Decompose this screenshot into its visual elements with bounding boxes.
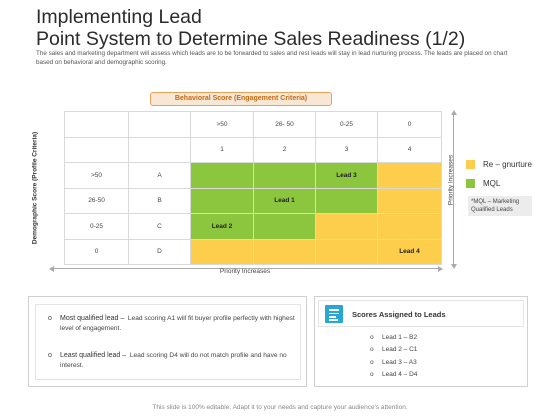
y-axis-arrow-up-icon <box>450 110 457 115</box>
matrix-header-row: >50 26- 50 0-25 0 <box>64 111 442 138</box>
x-axis-arrow-right-icon <box>438 265 443 272</box>
legend-item-regnurture: Re – gnurture <box>466 157 556 171</box>
footer-note: This slide is 100% editable. Adapt it to… <box>152 404 408 411</box>
bullet-circle-icon: o <box>370 333 374 341</box>
y-axis-label: Demographic Score (Profile Criteria) <box>31 131 39 244</box>
bullet-circle-icon: o <box>370 358 374 366</box>
note-label: Most qualified lead – <box>60 315 125 322</box>
matrix-row: 26-50 B Lead 1 <box>64 187 442 214</box>
matrix-lead-cell: Lead 1 <box>253 187 316 214</box>
matrix-corner-cell <box>128 136 191 163</box>
document-icon <box>325 305 343 323</box>
title-line-2: Point System to Determine Sales Readines… <box>36 28 466 50</box>
score-item: o Lead 4 – D4 <box>370 369 490 381</box>
page-subtitle: The sales and marketing department will … <box>36 50 508 66</box>
matrix-cell <box>315 187 378 214</box>
notes-panel: o Most qualified lead – Lead scoring A1 … <box>28 296 307 387</box>
note-label: Least qualified lead – <box>60 352 127 359</box>
matrix-cell <box>377 187 442 214</box>
note-text: Lead scoring D4 will do not match profil… <box>60 352 287 369</box>
note-text: Lead scoring A1 will fit buyer profile p… <box>60 315 295 332</box>
matrix-row: >50 A Lead 3 <box>64 162 442 189</box>
matrix-row-letter: C <box>128 213 191 240</box>
matrix-lead-cell: Lead 2 <box>190 213 254 240</box>
matrix-cell <box>377 162 442 189</box>
note-item: o Least qualified lead – Lead scoring D4… <box>48 351 298 371</box>
matrix-row-letter: A <box>128 162 191 189</box>
scores-panel-header: Scores Assigned to Leads <box>318 300 524 327</box>
matrix-cell <box>190 162 254 189</box>
matrix-corner-cell <box>128 111 191 138</box>
matrix-col-header: 0 <box>377 111 442 138</box>
score-item-label: Lead 3 – A3 <box>382 358 417 366</box>
bullet-circle-icon: o <box>48 352 52 359</box>
matrix-cell <box>190 187 254 214</box>
score-item: o Lead 1 – B2 <box>370 331 490 343</box>
score-item-label: Lead 2 – C1 <box>382 346 418 353</box>
legend: Re – gnurture MQL <box>466 157 556 195</box>
legend-label: Re – gnurture <box>483 159 532 169</box>
matrix-cell <box>253 162 316 189</box>
page-title: Implementing Lead Point System to Determ… <box>36 6 516 50</box>
legend-swatch-yellow <box>466 159 475 169</box>
legend-item-mql: MQL <box>466 176 556 190</box>
matrix-col-header: 4 <box>377 136 442 163</box>
y2-axis-label-container: Priority Increases <box>444 150 458 210</box>
x-axis-label: Priority Increases <box>219 268 271 275</box>
score-item-label: Lead 4 – D4 <box>382 371 418 378</box>
matrix-row-range: 0 <box>64 238 129 265</box>
legend-label: MQL <box>483 178 501 188</box>
matrix-row-range: >50 <box>64 162 129 189</box>
bullet-circle-icon: o <box>48 315 52 322</box>
score-item: o Lead 3 – A3 <box>370 356 490 368</box>
y2-axis-label: Priority Increases <box>447 154 455 206</box>
matrix-cell <box>190 238 254 265</box>
matrix-col-header: 26- 50 <box>253 111 316 138</box>
matrix-corner-cell <box>64 136 129 163</box>
x-axis-arrow-left-icon <box>49 265 54 272</box>
matrix-row-range: 26-50 <box>64 187 129 214</box>
bullet-circle-icon: o <box>370 371 374 378</box>
matrix-cell <box>253 213 316 240</box>
matrix-row: 0-25 C Lead 2 <box>64 213 442 240</box>
note-item: o Most qualified lead – Lead scoring A1 … <box>48 314 298 334</box>
matrix-corner-cell <box>64 111 129 138</box>
x-axis-line <box>52 268 440 269</box>
matrix-col-header: >50 <box>190 111 254 138</box>
lead-score-matrix: >50 26- 50 0-25 0 1 2 3 4 >50 A Lead 3 26-50 B Lead 1… <box>64 111 442 265</box>
matrix-cell <box>315 213 378 240</box>
notes-panel-inner: o Most qualified lead – Lead scoring A1 … <box>35 304 301 380</box>
y-axis-line <box>453 113 454 266</box>
matrix-row: 0 D Lead 4 <box>64 238 442 265</box>
bullet-circle-icon: o <box>370 346 374 353</box>
title-line-1: Implementing Lead <box>36 6 202 28</box>
y-axis-label-container: Demographic Score (Profile Criteria) <box>28 111 42 264</box>
score-list: o Lead 1 – B2 o Lead 2 – C1 o Lead 3 – A3 o Lea… <box>370 331 490 381</box>
matrix-col-header: 2 <box>253 136 316 163</box>
matrix-cell <box>253 238 316 265</box>
matrix-cell <box>377 213 442 240</box>
legend-swatch-green <box>466 178 475 188</box>
matrix-row-letter: D <box>128 238 191 265</box>
matrix-lead-cell: Lead 3 <box>315 162 378 189</box>
matrix-table: >50 26- 50 0-25 0 1 2 3 4 >50 A Lead 3 26-50 B Lead 1… <box>64 111 442 265</box>
score-item-label: Lead 1 – B2 <box>382 333 418 341</box>
scores-panel: Scores Assigned to Leads o Lead 1 – B2 o Le… <box>314 296 528 387</box>
matrix-row-range: 0-25 <box>64 213 129 240</box>
legend-note: *MQL – Marketing Qualified Leads <box>468 196 532 216</box>
scores-panel-title: Scores Assigned to Leads <box>352 310 446 319</box>
matrix-lead-cell: Lead 4 <box>377 238 442 265</box>
matrix-col-header: 3 <box>315 136 378 163</box>
matrix-cell <box>315 238 378 265</box>
matrix-col-header: 1 <box>190 136 254 163</box>
score-item: o Lead 2 – C1 <box>370 344 490 356</box>
matrix-col-header: 0-25 <box>315 111 378 138</box>
y-axis-arrow-down-icon <box>450 264 457 269</box>
matrix-row-letter: B <box>128 187 191 214</box>
behavioral-score-badge: Behavioral Score (Engagement Criteria) <box>150 92 332 106</box>
